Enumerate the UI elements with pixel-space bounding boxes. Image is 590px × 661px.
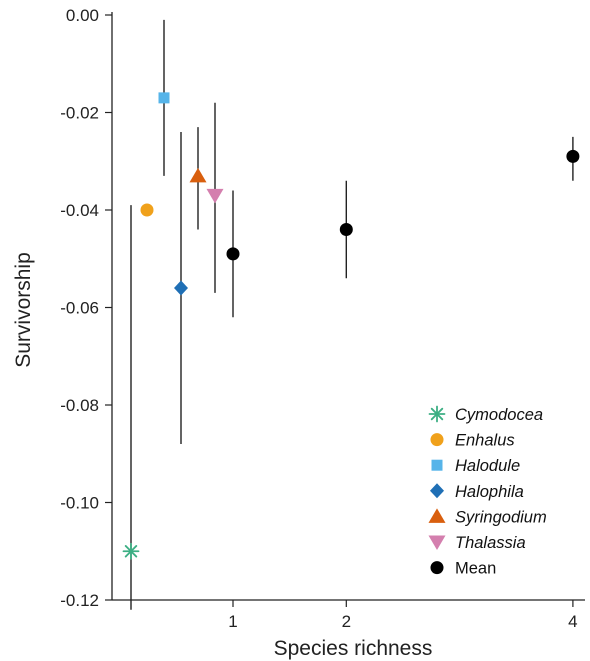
y-axis-ticks: 0.00 -0.02 -0.04 -0.06 -0.08 -0.10 -0.12	[60, 6, 112, 610]
y-tick-label: -0.08	[60, 396, 99, 415]
y-tick-label: -0.02	[60, 104, 99, 123]
legend-label-halophila: Halophila	[455, 483, 524, 501]
legend-marker-mean	[430, 561, 444, 575]
point-mean	[339, 223, 353, 236]
legend-marker-halodule	[431, 459, 443, 471]
legend-marker-cymodocea	[428, 405, 446, 423]
data-points	[122, 19, 580, 610]
point-cymodocea-stroke	[124, 545, 138, 558]
y-tick-label: -0.12	[60, 591, 99, 610]
legend-label-cymodocea: Cymodocea	[455, 406, 543, 424]
point-mean	[226, 247, 240, 261]
y-tick-label: -0.06	[60, 299, 99, 318]
y-tick-label: -0.04	[60, 201, 99, 220]
y-tick-label: 0.00	[66, 6, 99, 25]
point-halophila	[174, 280, 188, 296]
x-tick-label: 4	[568, 612, 577, 631]
legend-marker-halophila	[430, 483, 444, 499]
legend-label-thalassia: Thalassia	[455, 534, 526, 552]
legend-marker-syringodium	[428, 508, 446, 523]
x-axis-ticks: 1245	[228, 600, 578, 631]
legend-label-syringodium: Syringodium	[455, 508, 547, 526]
legend-label-halodule: Halodule	[455, 457, 520, 475]
y-tick-label: -0.10	[60, 494, 99, 513]
y-axis-title: Survivorship	[12, 252, 35, 368]
point-cymodocea	[122, 542, 140, 560]
x-tick-label: 2	[342, 612, 351, 631]
legend-label-enhalus: Enhalus	[455, 432, 515, 450]
legend-label-mean: Mean	[455, 560, 496, 578]
point-thalassia	[206, 188, 224, 204]
point-mean	[566, 149, 580, 163]
legend-marker-enhalus	[430, 433, 444, 447]
point-syringodium	[189, 167, 207, 183]
x-axis-title: Species richness	[274, 637, 433, 660]
point-halodule	[158, 92, 170, 104]
legend-marker-cymodocea-stroke	[430, 407, 444, 421]
point-enhalus	[140, 203, 154, 217]
legend: Cymodocea Enhalus Halodule Halophila Syringo…	[428, 405, 547, 578]
legend-marker-thalassia	[428, 535, 446, 550]
x-tick-label: 1	[228, 612, 237, 631]
